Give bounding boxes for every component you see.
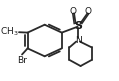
Text: O: O <box>70 7 77 16</box>
Text: N: N <box>75 36 81 45</box>
Text: S: S <box>74 20 82 31</box>
Text: CH$_3$: CH$_3$ <box>0 26 19 38</box>
Text: Br: Br <box>17 56 27 65</box>
Text: O: O <box>85 7 92 16</box>
